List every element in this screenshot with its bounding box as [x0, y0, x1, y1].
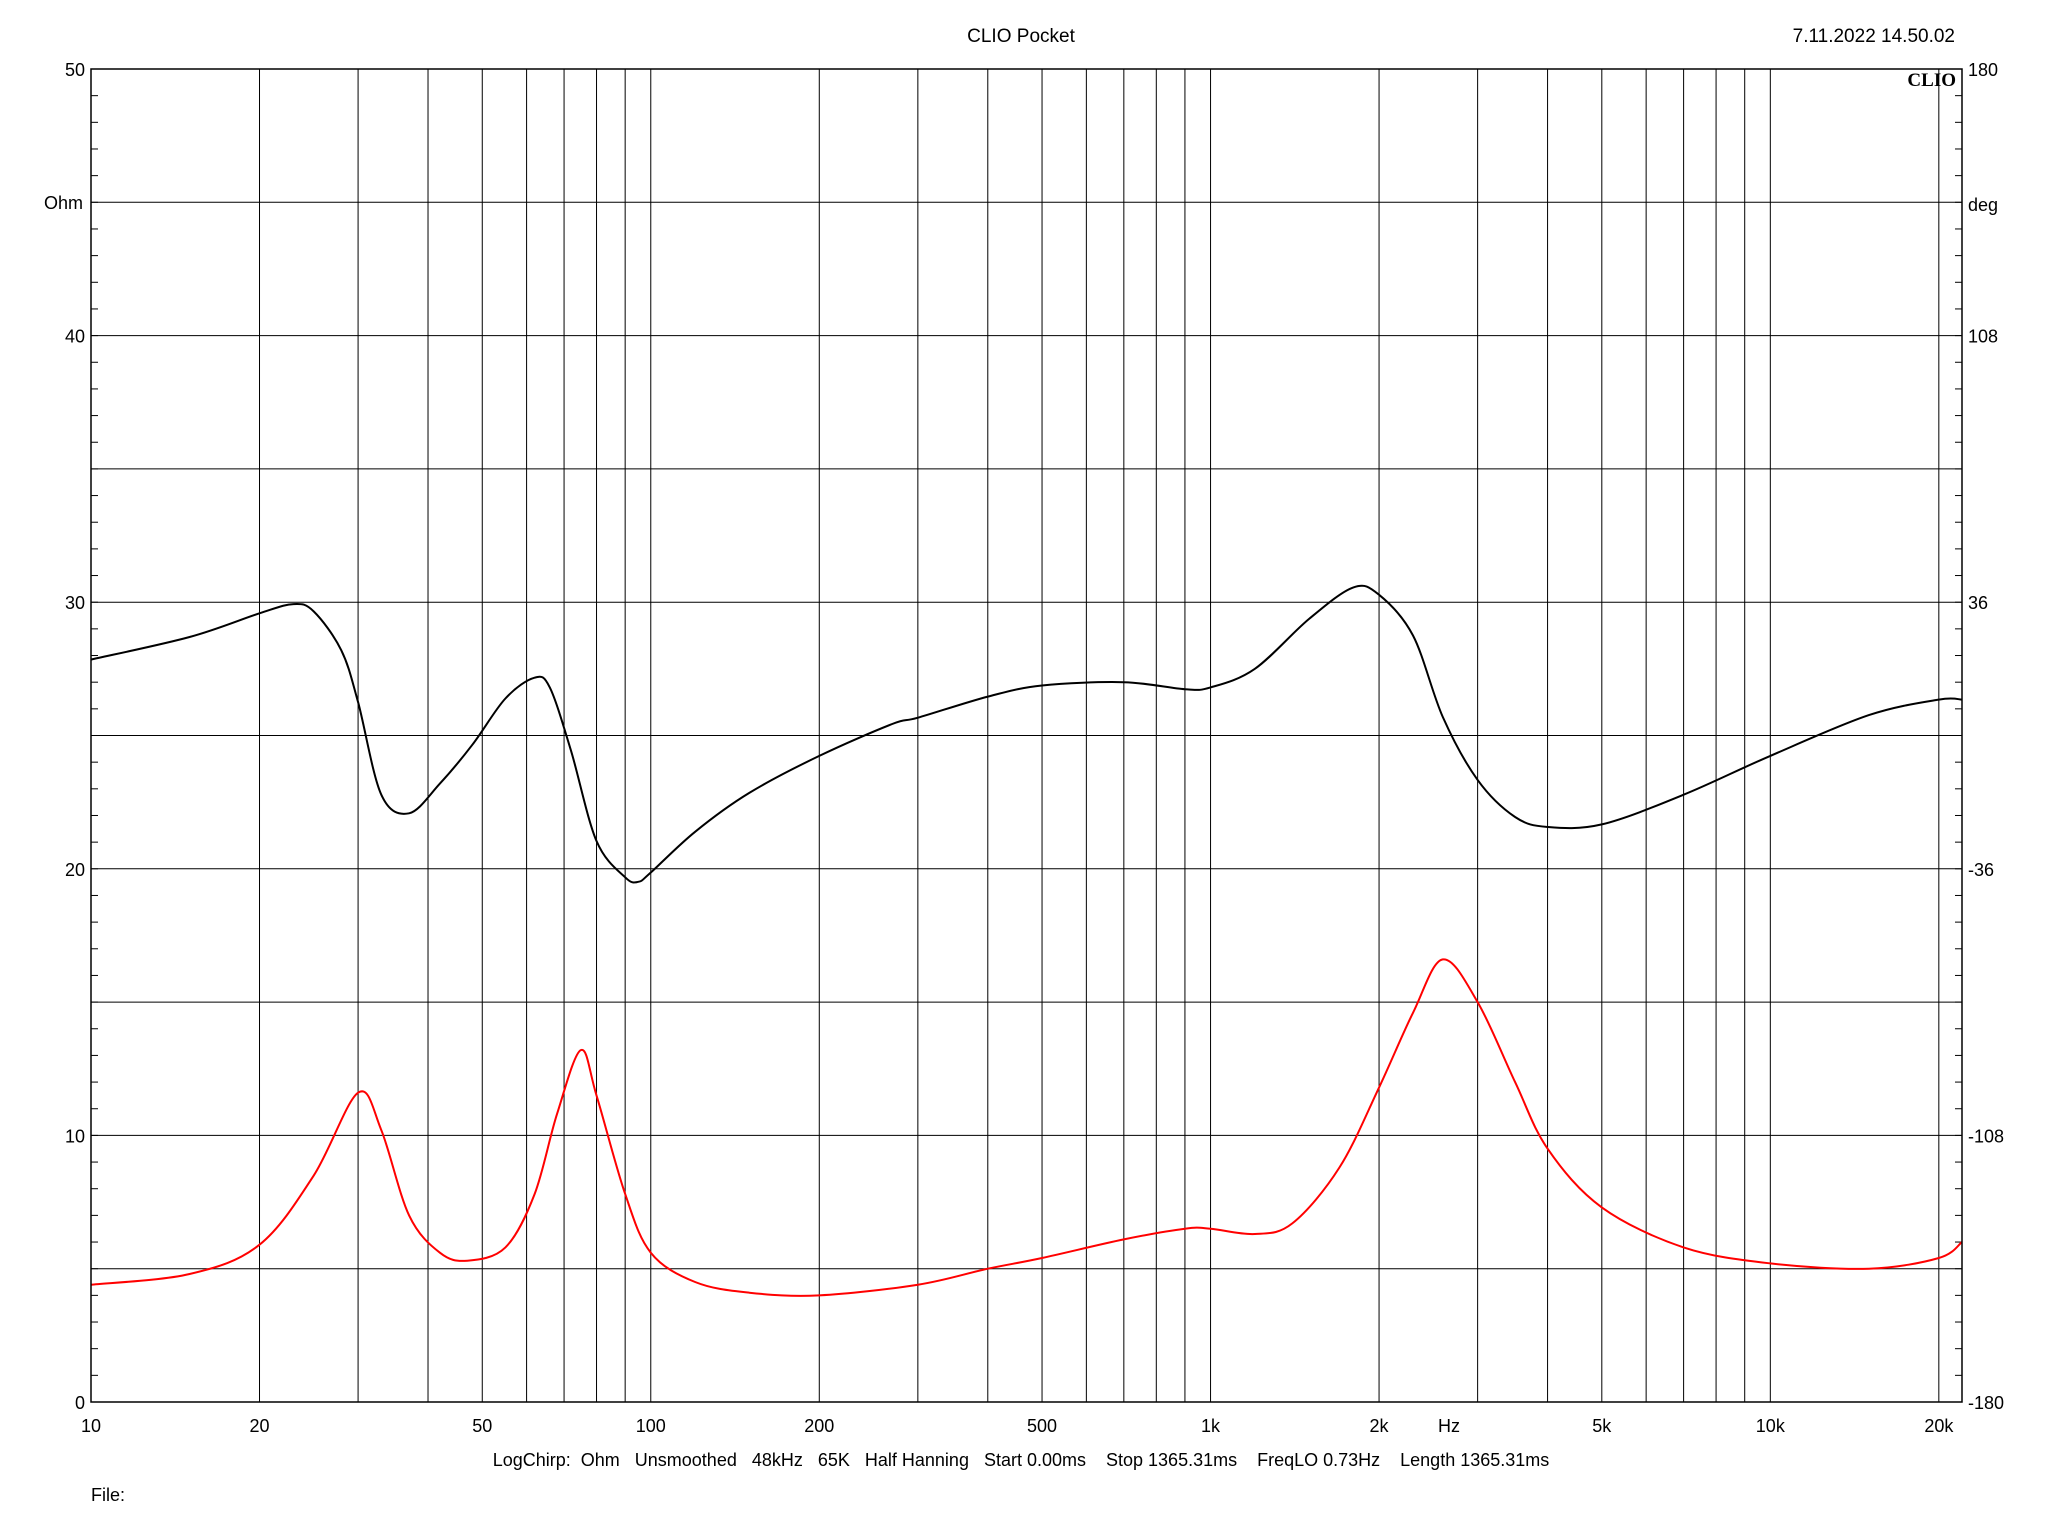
timestamp: 7.11.2022 14.50.02 — [1793, 26, 1955, 47]
y-right-tick-labels: -180 -108 -36 36 108 180 — [1968, 60, 2004, 1413]
y-left-tick-label: 50 — [65, 60, 85, 80]
impedance-curve — [90, 958, 1963, 1297]
x-tick-label: 20 — [249, 1416, 269, 1436]
chart-title: CLIO Pocket — [967, 26, 1075, 47]
y-right-tick-label: 180 — [1968, 60, 1998, 80]
y-right-tick-label: 36 — [1968, 593, 1988, 613]
phase-curve — [90, 584, 1963, 884]
x-tick-label: 200 — [804, 1416, 834, 1436]
plot-frame — [90, 68, 1963, 1403]
clio-logo: CLIO — [1907, 70, 1956, 91]
x-unit: Hz — [1438, 1416, 1460, 1436]
file-label: File: — [91, 1485, 125, 1505]
y-left-unit: Ohm — [44, 193, 83, 213]
y-left-tick-label: 10 — [65, 1126, 85, 1146]
x-tick-label: 50 — [472, 1416, 492, 1436]
x-tick-label: 100 — [636, 1416, 666, 1436]
x-tick-label: 5k — [1592, 1416, 1612, 1436]
y-right-tick-label: -180 — [1968, 1393, 2004, 1413]
y-left-tick-label: 30 — [65, 593, 85, 613]
series — [90, 584, 1963, 1297]
x-tick-label: 1k — [1201, 1416, 1221, 1436]
y-right-tick-label: 108 — [1968, 327, 1998, 347]
x-tick-label: 20k — [1924, 1416, 1954, 1436]
y-left-tick-labels: 0 10 20 30 40 50 — [65, 60, 85, 1413]
y-left-tick-label: 0 — [75, 1393, 85, 1413]
y-left-tick-label: 20 — [65, 860, 85, 880]
measurement-settings: LogChirp: Ohm Unsmoothed 48kHz 65K Half … — [493, 1450, 1550, 1470]
y-left-tick-label: 40 — [65, 327, 85, 347]
x-tick-label: 10k — [1756, 1416, 1786, 1436]
y-right-tick-label: -36 — [1968, 860, 1994, 880]
y-right-unit: deg — [1968, 195, 1998, 215]
x-tick-label: 10 — [81, 1416, 101, 1436]
y-minor-ticks — [91, 95, 1962, 1376]
x-tick-label: 500 — [1027, 1416, 1057, 1436]
y-right-tick-label: -108 — [1968, 1126, 2004, 1146]
x-tick-labels: 10 20 50 100 200 500 1k 2k 5k 10k 20k — [81, 1416, 1954, 1436]
grid — [90, 69, 1962, 1402]
x-tick-label: 2k — [1370, 1416, 1390, 1436]
